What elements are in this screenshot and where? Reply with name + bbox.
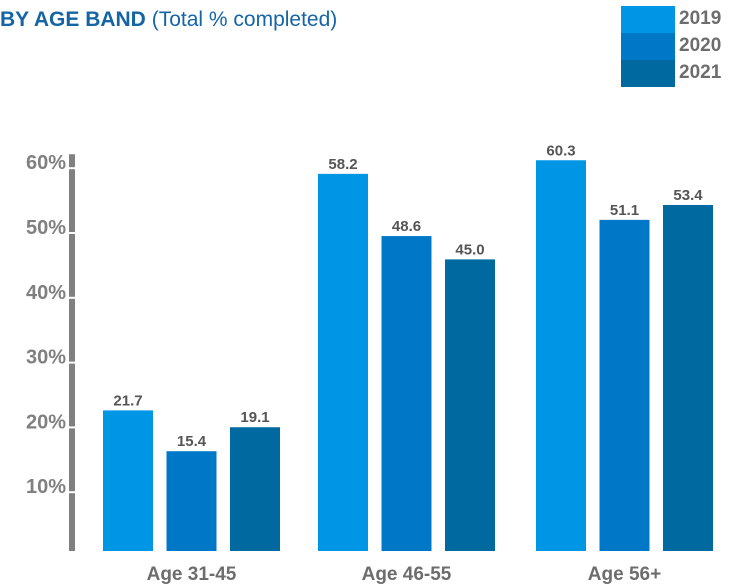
- x-category-label-age-31-45: Age 31-45: [147, 564, 237, 585]
- y-tick-label-10: 10%: [26, 476, 66, 498]
- y-tick-label-50: 50%: [26, 217, 66, 239]
- data-label-2019-age-31-45: 21.7: [113, 392, 142, 409]
- data-label-2020-age-46-55: 48.6: [392, 218, 421, 235]
- bar-2021-age-31-45: [230, 427, 280, 551]
- data-label-2021-age-56-: 53.4: [673, 187, 703, 204]
- legend-label-2020: 2020: [679, 35, 722, 56]
- data-label-2021-age-46-55: 45.0: [455, 241, 484, 258]
- y-tick-label-30: 30%: [26, 347, 66, 369]
- y-tick-label-40: 40%: [26, 282, 66, 304]
- chart-title-subtitle: (Total % completed): [151, 8, 338, 31]
- bar-2019-age-31-45: [103, 410, 153, 551]
- data-label-2020-age-56-: 51.1: [610, 202, 639, 219]
- legend-swatch-2020: [621, 33, 675, 60]
- bar-2021-age-46-55: [445, 259, 495, 551]
- data-label-2019-age-56-: 60.3: [546, 142, 575, 159]
- bar-2020-age-56-: [599, 219, 650, 551]
- data-label-2020-age-31-45: 15.4: [177, 433, 207, 450]
- legend-swatch-2019: [621, 6, 675, 33]
- bar-2020-age-31-45: [166, 451, 217, 551]
- x-category-label-age-56-: Age 56+: [588, 564, 661, 585]
- x-category-label-age-46-55: Age 46-55: [362, 564, 452, 585]
- y-tick-label-20: 20%: [26, 411, 66, 433]
- bar-2020-age-46-55: [381, 236, 432, 551]
- data-label-2021-age-31-45: 19.1: [240, 409, 269, 426]
- legend-label-2019: 2019: [679, 8, 722, 29]
- legend-label-2021: 2021: [679, 62, 722, 83]
- y-tick-label-60: 60%: [26, 152, 66, 174]
- bar-2019-age-56-: [536, 160, 586, 552]
- bar-2019-age-46-55: [318, 173, 368, 551]
- bar-2021-age-56-: [663, 204, 713, 551]
- chart-title-bold: BY AGE BAND: [0, 8, 146, 31]
- data-label-2019-age-46-55: 58.2: [328, 156, 357, 173]
- chart-title: BY AGE BAND (Total % completed): [0, 8, 337, 32]
- legend-swatch-2021: [621, 60, 675, 87]
